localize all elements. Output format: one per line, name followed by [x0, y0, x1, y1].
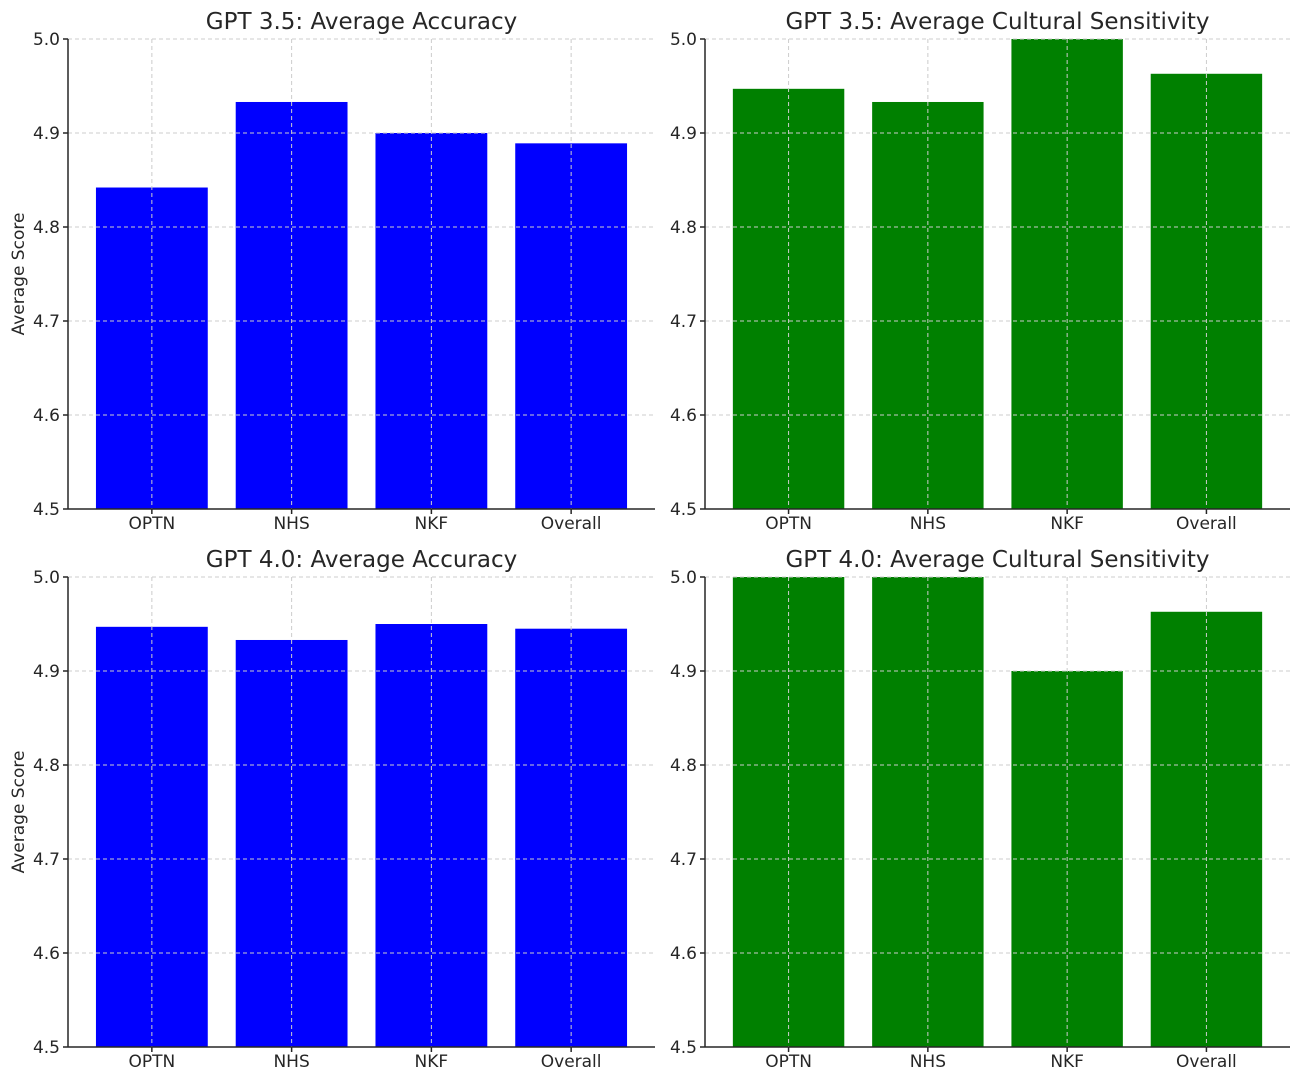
- y-tick-label: 4.8: [33, 218, 60, 238]
- bars: [732, 577, 1263, 1047]
- x-tick-label: OPTN: [765, 1052, 812, 1072]
- chart-gpt40-cultural-sensitivity: 4.5 4.6 4.7 4.8 4.9 5.0 OPTN NHS NKF Overall GPT 4…: [670, 547, 1290, 1072]
- y-tick-label: 4.6: [670, 944, 697, 964]
- x-tick-label: NHS: [910, 1052, 946, 1072]
- chart-title: GPT 4.0: Average Cultural Sensitivity: [785, 547, 1209, 573]
- x-tick-label: NKF: [1050, 514, 1084, 534]
- y-tick-label: 4.8: [33, 756, 60, 776]
- y-tick-label: 4.6: [670, 406, 697, 426]
- chart-gpt35-cultural-sensitivity: 4.5 4.6 4.7 4.8 4.9 5.0 OPTN NHS NKF Overall GPT 3…: [670, 9, 1290, 534]
- chart-gpt40-accuracy: 4.5 4.6 4.7 4.8 4.9 5.0 OPTN NHS NKF Overall GPT 4…: [9, 547, 655, 1072]
- bars: [732, 39, 1263, 509]
- y-tick-label: 4.6: [33, 944, 60, 964]
- y-tick-label: 4.5: [670, 1038, 697, 1058]
- chart-title: GPT 3.5: Average Accuracy: [206, 9, 517, 35]
- y-tick-label: 4.9: [670, 124, 697, 144]
- gridlines-overlay: [68, 576, 655, 1048]
- y-tick-label: 5.0: [33, 30, 60, 50]
- y-tick-label: 4.7: [670, 312, 697, 332]
- x-tick-label: NHS: [273, 1052, 309, 1072]
- y-tick-label: 5.0: [33, 568, 60, 588]
- chart-gpt35-accuracy: 4.5 4.6 4.7 4.8 4.9 5.0 OPTN NHS NKF Overall GPT 3…: [9, 9, 655, 534]
- x-tick-label: Overall: [541, 1052, 602, 1072]
- y-tick-label: 4.7: [670, 850, 697, 870]
- x-tick-label: Overall: [541, 514, 602, 534]
- x-tick-label: NHS: [273, 514, 309, 534]
- y-tick-label: 4.5: [33, 500, 60, 520]
- x-tick-label: Overall: [1176, 1052, 1237, 1072]
- chart-title: GPT 3.5: Average Cultural Sensitivity: [785, 9, 1209, 35]
- x-tick-label: Overall: [1176, 514, 1237, 534]
- gridlines-overlay: [68, 38, 655, 510]
- x-tick-label: NKF: [415, 514, 449, 534]
- bars: [95, 101, 628, 509]
- y-tick-label: 4.7: [33, 312, 60, 332]
- y-tick-label: 4.7: [33, 850, 60, 870]
- chart-title: GPT 4.0: Average Accuracy: [206, 547, 517, 573]
- y-tick-label: 4.9: [33, 124, 60, 144]
- y-tick-label: 4.5: [670, 500, 697, 520]
- y-tick-label: 5.0: [670, 568, 697, 588]
- y-tick-label: 4.6: [33, 406, 60, 426]
- y-tick-label: 4.9: [33, 662, 60, 682]
- x-tick-label: NHS: [910, 514, 946, 534]
- x-tick-label: NKF: [415, 1052, 449, 1072]
- x-tick-label: OPTN: [128, 514, 175, 534]
- y-tick-label: 4.8: [670, 218, 697, 238]
- y-axis-label: Average Score: [9, 213, 29, 336]
- x-tick-label: NKF: [1050, 1052, 1084, 1072]
- y-tick-label: 5.0: [670, 30, 697, 50]
- x-tick-label: OPTN: [128, 1052, 175, 1072]
- y-axis-label: Average Score: [9, 751, 29, 874]
- gridlines-overlay: [705, 38, 1290, 510]
- y-tick-label: 4.9: [670, 662, 697, 682]
- y-tick-label: 4.5: [33, 1038, 60, 1058]
- x-tick-label: OPTN: [765, 514, 812, 534]
- bars: [95, 624, 628, 1047]
- gridlines-overlay: [705, 576, 1290, 1048]
- y-tick-label: 4.8: [670, 756, 697, 776]
